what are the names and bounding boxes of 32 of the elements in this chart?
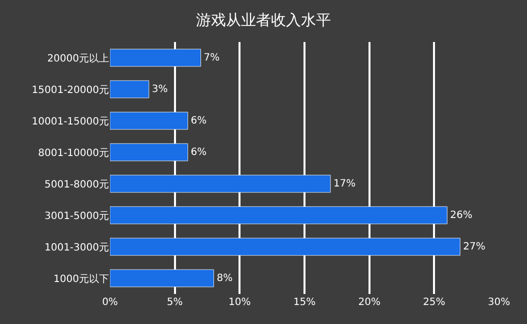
data-label: 17% xyxy=(333,178,356,190)
bar xyxy=(110,80,150,98)
y-tick-label: 8001-10000元 xyxy=(38,148,109,159)
x-tick-label: 5% xyxy=(166,297,183,308)
bar xyxy=(110,112,188,130)
bar xyxy=(110,48,202,67)
data-label: 3% xyxy=(152,84,168,95)
bar xyxy=(110,206,448,224)
data-label: 7% xyxy=(204,52,220,64)
x-tick-label: 20% xyxy=(358,297,380,308)
data-label: 6% xyxy=(190,146,207,158)
bar xyxy=(110,238,460,256)
data-label: 27% xyxy=(463,241,486,252)
x-tick-label: 0% xyxy=(102,297,118,308)
data-label: 26% xyxy=(450,210,472,221)
x-tick-label: 15% xyxy=(293,297,316,308)
y-tick-label: 20000元以上 xyxy=(47,52,109,64)
data-label: 6% xyxy=(190,115,207,126)
chart-title: 游戏从业者收入水平 xyxy=(196,11,331,30)
y-tick-label: 1001-3000元 xyxy=(44,242,109,254)
y-tick-label: 3001-5000元 xyxy=(44,210,109,222)
bar xyxy=(110,269,214,288)
y-tick-label: 15001-20000元 xyxy=(32,84,109,96)
y-tick-label: 1000元以下 xyxy=(54,272,109,285)
x-tick-label: 25% xyxy=(423,297,446,308)
data-label: 8% xyxy=(216,272,233,284)
x-tick-label: 30% xyxy=(488,297,510,308)
x-tick-label: 10% xyxy=(228,297,251,308)
y-tick-label: 10001-15000元 xyxy=(32,116,109,128)
y-tick-label: 5001-8000元 xyxy=(44,179,109,190)
bar xyxy=(110,143,188,162)
bar xyxy=(110,174,331,193)
